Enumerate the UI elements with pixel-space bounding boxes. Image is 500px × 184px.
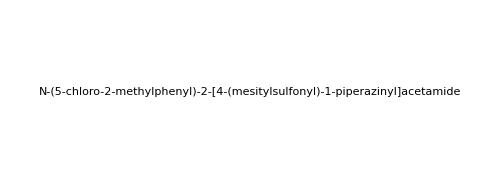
- Text: N-(5-chloro-2-methylphenyl)-2-[4-(mesitylsulfonyl)-1-piperazinyl]acetamide: N-(5-chloro-2-methylphenyl)-2-[4-(mesity…: [39, 87, 461, 97]
